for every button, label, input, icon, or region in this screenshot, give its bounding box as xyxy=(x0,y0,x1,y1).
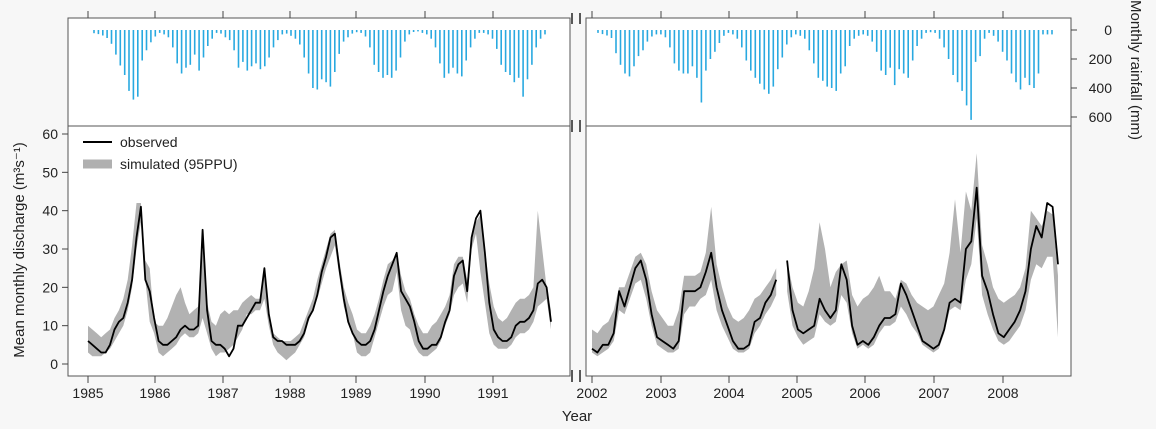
x-tick-label-1990: 1990 xyxy=(409,385,440,401)
discharge-panel-left xyxy=(67,125,571,377)
rain-y-tick-label-400: 400 xyxy=(1089,80,1113,96)
x-tick-label-1988: 1988 xyxy=(274,385,305,401)
y-axis-title-right: Monthly rainfall (mm) xyxy=(1127,0,1144,140)
x-tick-label-1985: 1985 xyxy=(72,385,103,401)
observed-line-1-1 xyxy=(786,186,1059,350)
observed-lines xyxy=(87,186,1059,358)
x-tick-label-2002: 2002 xyxy=(576,385,607,401)
observed-line-1-0 xyxy=(591,251,778,354)
axis-break-marks xyxy=(571,13,581,382)
x-tick-label-2003: 2003 xyxy=(645,385,676,401)
y-axis-title-left: Mean monthly discharge (m³s⁻¹) xyxy=(11,142,28,357)
simulated-band-1-0 xyxy=(592,206,777,357)
x-tick-label-2008: 2008 xyxy=(987,385,1018,401)
legend-observed-label: observed xyxy=(120,134,178,150)
x-tick-label-2006: 2006 xyxy=(849,385,880,401)
rainfall-bars xyxy=(93,30,1053,120)
y-tick-label-20: 20 xyxy=(42,279,58,295)
y-tick-label-50: 50 xyxy=(42,164,58,180)
rain-y-tick-label-200: 200 xyxy=(1089,51,1113,67)
legend-simulated-label: simulated (95PPU) xyxy=(120,156,238,172)
legend: observed simulated (95PPU) xyxy=(83,134,238,172)
x-axis-title: Year xyxy=(562,408,592,425)
x-tick-label-1991: 1991 xyxy=(477,385,508,401)
rainfall-panel-left xyxy=(67,17,571,127)
y-tick-label-10: 10 xyxy=(42,318,58,334)
x-tick-label-2004: 2004 xyxy=(713,385,744,401)
y-tick-label-0: 0 xyxy=(50,356,58,372)
rain-y-tick-label-0: 0 xyxy=(1104,22,1112,38)
x-tick-label-1987: 1987 xyxy=(207,385,238,401)
y-tick-label-40: 40 xyxy=(42,203,58,219)
x-tick-label-1989: 1989 xyxy=(340,385,371,401)
axes: 1985 1986 1987 1988 1989 1990 1991 2002 2003 2004… xyxy=(42,11,1112,401)
rain-y-tick-label-600: 600 xyxy=(1089,109,1113,125)
y-tick-label-30: 30 xyxy=(42,241,58,257)
observed-line-0-0 xyxy=(87,205,552,358)
x-tick-label-1986: 1986 xyxy=(139,385,170,401)
y-tick-label-60: 60 xyxy=(42,126,58,142)
x-tick-label-2007: 2007 xyxy=(918,385,949,401)
x-tick-label-2005: 2005 xyxy=(781,385,812,401)
rainfall-panel-right xyxy=(585,17,1072,127)
